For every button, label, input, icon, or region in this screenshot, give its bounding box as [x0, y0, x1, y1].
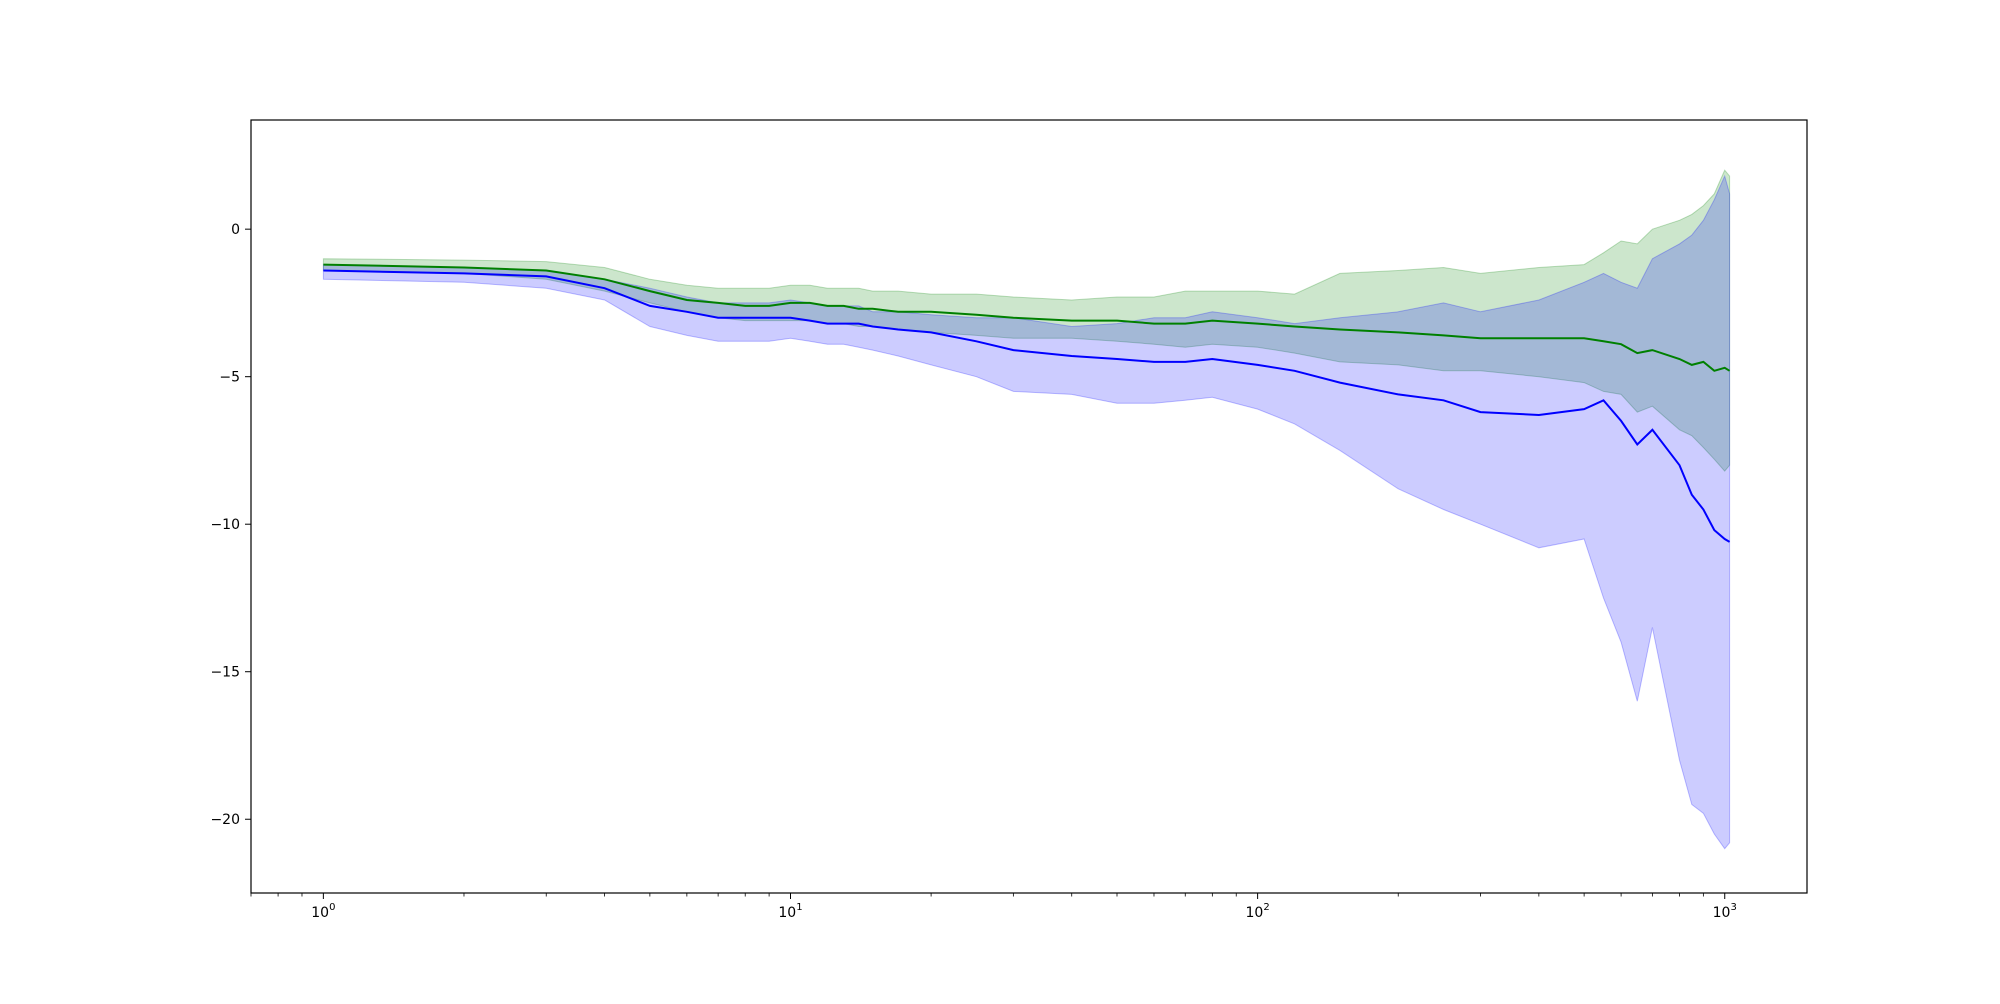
x-tick-label: 102 [1246, 902, 1270, 921]
y-tick-label: −15 [210, 665, 240, 681]
confidence-bands [322, 169, 1731, 850]
x-axis: 100 101 102 103 [250, 893, 1737, 921]
series-0-line [323, 263, 1731, 372]
x-tick-label: 101 [778, 902, 802, 921]
y-tick-label: −20 [210, 812, 240, 828]
y-tick-label: −5 [219, 370, 240, 386]
series-1-band [322, 174, 1731, 850]
x-tick-label: 103 [1713, 902, 1737, 921]
y-tick-label: 0 [231, 222, 240, 238]
series-0-band [322, 169, 1731, 472]
y-tick-label: −10 [210, 517, 240, 533]
y-axis: 0 −5 −10 −15 −20 [210, 222, 251, 828]
series-1-line [323, 269, 1731, 543]
plot-area-frame [250, 119, 1808, 894]
x-tick-label: 100 [311, 902, 335, 921]
series-lines [323, 263, 1731, 543]
